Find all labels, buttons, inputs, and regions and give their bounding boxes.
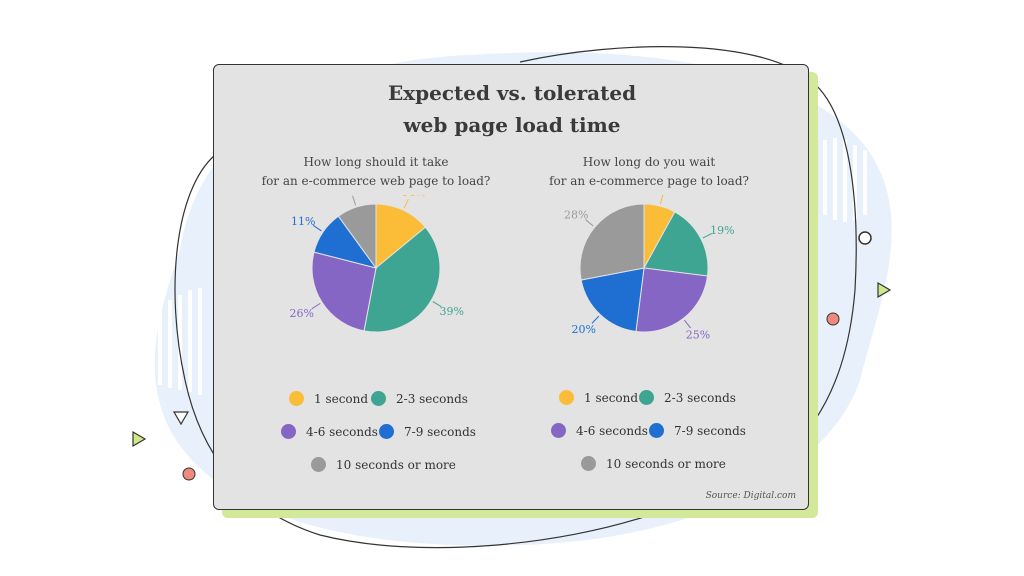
leader-line bbox=[702, 233, 712, 239]
legend-swatch bbox=[581, 456, 596, 471]
title-line-2: web page load time bbox=[403, 113, 621, 137]
legend-item: 2-3 seconds bbox=[371, 391, 468, 406]
pie-chart-tolerated: 8%19%25%20%28% bbox=[564, 195, 735, 341]
slice-label: 20% bbox=[572, 323, 596, 336]
legend-item: 7-9 seconds bbox=[379, 424, 476, 439]
pie-slice bbox=[311, 251, 377, 332]
legend-swatch bbox=[559, 390, 574, 405]
source-note: Source: Digital.com bbox=[705, 491, 796, 501]
slice-label: 19% bbox=[710, 224, 734, 237]
legend-swatch bbox=[639, 390, 654, 405]
legend-item: 2-3 seconds bbox=[639, 390, 736, 405]
leader-line bbox=[403, 199, 409, 209]
pie-slice bbox=[635, 267, 709, 333]
chart-2-question-line-1: How long do you wait bbox=[582, 155, 716, 169]
outline-triangle-icon bbox=[172, 411, 190, 426]
pie-slice bbox=[643, 211, 709, 277]
legend-item: 1 second bbox=[289, 391, 368, 406]
leader-line bbox=[659, 195, 664, 205]
legend-label: 10 seconds or more bbox=[336, 457, 456, 472]
legend-label: 7-9 seconds bbox=[404, 424, 476, 439]
pie-slice bbox=[580, 267, 645, 333]
legend-swatch bbox=[551, 423, 566, 438]
legend-item: 10 seconds or more bbox=[581, 456, 726, 471]
leader-line bbox=[352, 195, 357, 206]
slice-label: 26% bbox=[289, 307, 313, 320]
legend-label: 2-3 seconds bbox=[396, 391, 468, 406]
legend-label: 1 second bbox=[314, 391, 369, 406]
legend-swatch bbox=[281, 424, 296, 439]
legend-label: 10 seconds or more bbox=[606, 456, 726, 471]
leader-line bbox=[591, 315, 600, 324]
legend-item: 10 seconds or more bbox=[311, 457, 456, 472]
chart-2-question-line-2: for an e-commerce page to load? bbox=[549, 174, 749, 188]
pie-chart-expected: 14%39%26%11%10% bbox=[289, 195, 464, 333]
legend-label: 4-6 seconds bbox=[306, 424, 378, 439]
pie-slice bbox=[579, 203, 645, 281]
stripes-left bbox=[148, 288, 202, 395]
legend-label: 2-3 seconds bbox=[664, 390, 736, 405]
leader-line bbox=[585, 219, 594, 227]
chart-1-question-line-1: How long should it take bbox=[303, 155, 449, 169]
legend-label: 4-6 seconds bbox=[576, 423, 648, 438]
pie-slice bbox=[375, 203, 427, 270]
legend-swatch bbox=[289, 391, 304, 406]
outline-curve-right bbox=[519, 46, 857, 421]
infographic-card: Expected vs. tolerated web page load tim… bbox=[213, 64, 809, 510]
red-dot-icon bbox=[826, 312, 840, 326]
legend-item: 4-6 seconds bbox=[551, 423, 648, 438]
stripes-right bbox=[823, 138, 867, 222]
pie-slice bbox=[363, 226, 441, 333]
green-triangle-icon bbox=[132, 430, 147, 448]
slice-label: 28% bbox=[564, 208, 588, 221]
slice-label: 39% bbox=[440, 305, 464, 318]
legend-swatch bbox=[649, 423, 664, 438]
green-triangle-icon bbox=[877, 281, 892, 299]
legend-item: 7-9 seconds bbox=[649, 423, 746, 438]
slice-label: 14% bbox=[401, 195, 425, 199]
title-line-1: Expected vs. tolerated bbox=[387, 81, 637, 105]
leader-line bbox=[312, 224, 322, 232]
leader-line bbox=[684, 319, 691, 329]
chart-2-question: How long do you wait for an e-commerce p… bbox=[504, 153, 794, 191]
page-title: Expected vs. tolerated web page load tim… bbox=[214, 77, 810, 141]
legend-item: 1 second bbox=[559, 390, 638, 405]
leader-line bbox=[432, 301, 442, 308]
legend-swatch bbox=[311, 457, 326, 472]
leader-line bbox=[311, 302, 321, 310]
legend-item: 4-6 seconds bbox=[281, 424, 378, 439]
legend-swatch bbox=[371, 391, 386, 406]
outline-circle-icon bbox=[858, 231, 872, 245]
red-dot-icon bbox=[182, 467, 196, 481]
legend-label: 7-9 seconds bbox=[674, 423, 746, 438]
chart-1-question-line-2: for an e-commerce web page to load? bbox=[261, 174, 491, 188]
legend-swatch bbox=[379, 424, 394, 439]
legend-label: 1 second bbox=[584, 390, 639, 405]
chart-1-question: How long should it take for an e-commerc… bbox=[231, 153, 521, 191]
slice-label: 11% bbox=[291, 215, 315, 228]
slice-label: 25% bbox=[686, 328, 710, 341]
pie-slice bbox=[337, 203, 377, 270]
